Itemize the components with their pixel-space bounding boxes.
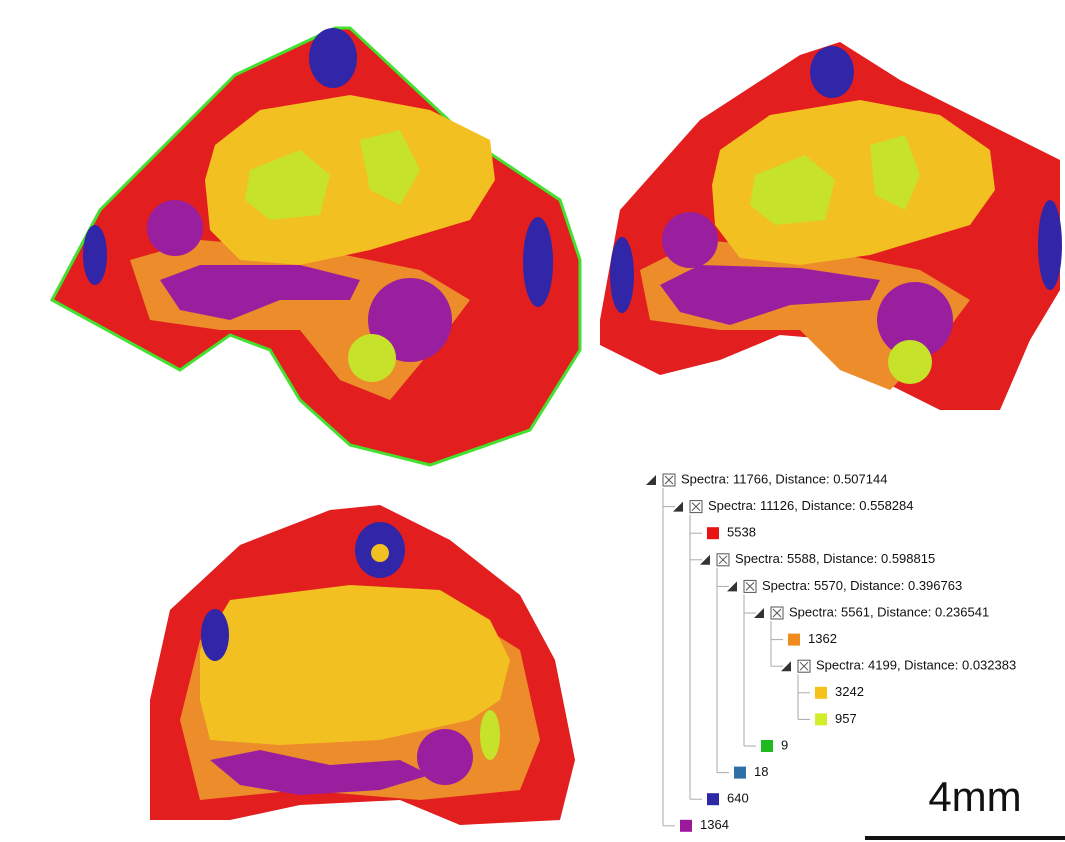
- node-label: 18: [754, 764, 768, 779]
- node-label: Spectra: 4199, Distance: 0.032383: [816, 658, 1016, 673]
- node-label: Spectra: 5588, Distance: 0.598815: [735, 551, 935, 566]
- segmentation-map: [600, 42, 1062, 410]
- node-label: 5538: [727, 525, 756, 540]
- region: [1038, 200, 1062, 290]
- figure: Spectra: 11766, Distance: 0.507144 Spectr…: [0, 0, 1065, 842]
- page: {"tree":{"label":"Spectra: 11766, Distan…: [0, 0, 1065, 842]
- region: [147, 200, 203, 256]
- region: [523, 217, 553, 307]
- segmentation-map: [52, 28, 580, 465]
- region: [417, 729, 473, 785]
- cluster-swatch: [815, 687, 827, 699]
- region: [662, 212, 718, 268]
- node-label: Spectra: 5561, Distance: 0.236541: [789, 604, 989, 619]
- region: [83, 225, 107, 285]
- node-label: 9: [781, 737, 788, 752]
- node-label: Spectra: 11126, Distance: 0.558284: [708, 498, 914, 513]
- scale-bar-label: 4mm: [928, 773, 1021, 820]
- region: [348, 334, 396, 382]
- cluster-swatch: [788, 634, 800, 646]
- cluster-swatch: [734, 767, 746, 779]
- node-label: 1362: [808, 631, 837, 646]
- region: [810, 46, 854, 98]
- node-label: 957: [835, 711, 857, 726]
- node-label: 3242: [835, 684, 864, 699]
- node-label: 640: [727, 791, 749, 806]
- region: [201, 609, 229, 661]
- region: [610, 237, 634, 313]
- region: [480, 710, 500, 760]
- cluster-swatch: [815, 713, 827, 725]
- cluster-swatch: [707, 793, 719, 805]
- region: [309, 28, 357, 88]
- region: [888, 340, 932, 384]
- cluster-swatch: [680, 820, 692, 832]
- node-label: Spectra: 11766, Distance: 0.507144: [681, 471, 887, 486]
- segmentation-map: [150, 505, 575, 825]
- region: [200, 585, 510, 745]
- node-label: Spectra: 5570, Distance: 0.396763: [762, 578, 962, 593]
- cluster-swatch: [761, 740, 773, 752]
- node-label: 1364: [700, 817, 729, 832]
- cluster-swatch: [707, 527, 719, 539]
- region: [371, 544, 389, 562]
